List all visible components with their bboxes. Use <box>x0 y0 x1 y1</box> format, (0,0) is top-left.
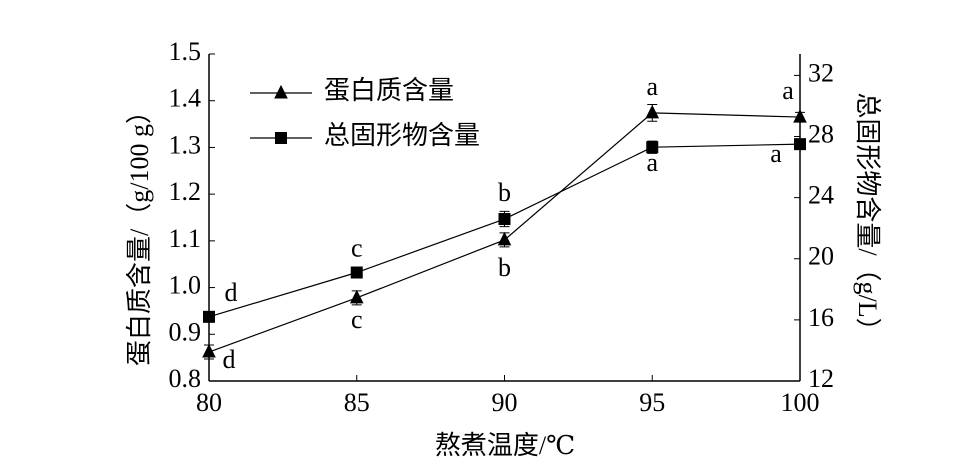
data-point <box>793 108 807 123</box>
y2-tick-label: 16 <box>808 303 834 332</box>
data-point <box>646 141 659 154</box>
y2-axis-label: 总固形物含量/（g/L） <box>853 92 882 343</box>
data-point <box>350 266 363 279</box>
legend-marker <box>274 84 288 99</box>
x-tick-label: 100 <box>781 388 820 417</box>
data-point <box>203 310 215 323</box>
data-point <box>645 104 660 119</box>
y-tick-label: 1.4 <box>169 84 202 113</box>
significance-letter: b <box>498 253 511 282</box>
series-line <box>208 143 801 318</box>
significance-letter: a <box>646 72 658 101</box>
x-tick-label: 80 <box>196 388 222 417</box>
y-axis-label: 蛋白质含量/（g/100 g） <box>125 98 154 366</box>
significance-letter: a <box>782 76 794 105</box>
y2-tick-label: 28 <box>808 119 834 148</box>
legend-label: 总固形物含量 <box>324 121 480 150</box>
significance-letter: c <box>351 305 363 334</box>
y2-tick-label: 32 <box>808 58 834 87</box>
y-tick-label: 1.0 <box>169 271 202 300</box>
x-tick-label: 85 <box>344 388 370 417</box>
y2-tick-label: 24 <box>808 181 834 210</box>
data-point <box>498 213 511 226</box>
x-axis-label: 熬煮温度/℃ <box>435 431 575 460</box>
y-tick-label: 1.3 <box>169 130 202 159</box>
legend-label: 蛋白质含量 <box>324 76 454 105</box>
x-tick-label: 95 <box>639 388 665 417</box>
y2-tick-label: 20 <box>808 242 834 271</box>
x-tick-label: 90 <box>492 388 518 417</box>
y-tick-label: 1.1 <box>169 224 202 253</box>
data-point <box>794 138 806 151</box>
y-tick-label: 1.5 <box>169 37 202 66</box>
data-point <box>202 343 216 358</box>
significance-letter: d <box>225 278 238 307</box>
legend-marker <box>275 132 287 144</box>
significance-letter: b <box>498 178 511 207</box>
y-tick-label: 1.2 <box>169 177 202 206</box>
data-point <box>349 289 364 304</box>
significance-letter: d <box>223 345 236 374</box>
y-tick-label: 0.9 <box>169 317 202 346</box>
y2-tick-label: 12 <box>808 364 834 393</box>
significance-letter: c <box>351 233 363 262</box>
significance-letter: a <box>770 139 782 168</box>
y-tick-label: 0.8 <box>169 364 202 393</box>
data-point <box>497 231 512 246</box>
significance-letter: a <box>646 148 658 177</box>
